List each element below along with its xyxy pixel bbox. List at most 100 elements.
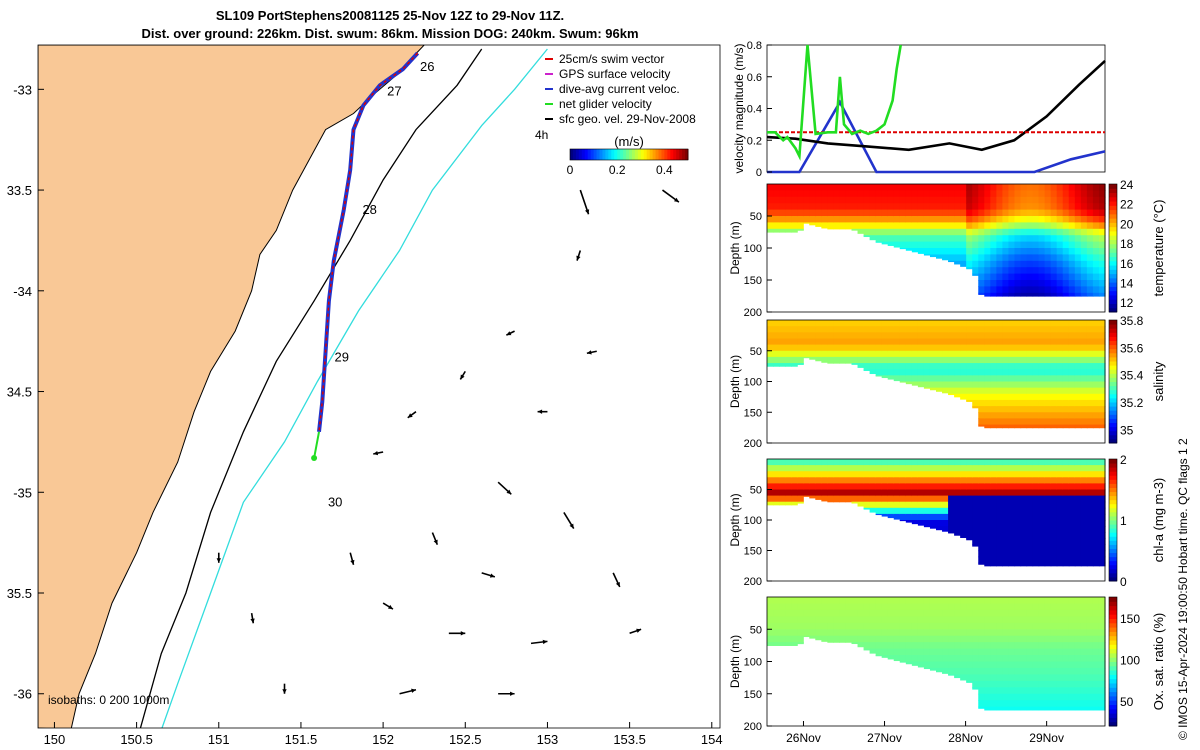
oxygen-cell (815, 635, 822, 641)
oxygen-cell (1026, 597, 1034, 605)
chla-y-tick-label: 100 (744, 515, 762, 527)
temperature-cell (990, 209, 997, 217)
temperature-cell (851, 209, 859, 217)
chla-cell (923, 495, 931, 503)
chla-cell (905, 501, 913, 509)
temperature-cell (779, 216, 786, 223)
salinity-cell (936, 320, 943, 327)
temperature-cell (1086, 292, 1094, 297)
oxygen-cell (1044, 667, 1052, 675)
salinity-cell (809, 332, 816, 340)
salinity-cell (984, 344, 991, 352)
oxygen-cell (966, 674, 973, 682)
salinity-cell (839, 326, 847, 333)
oxygen-cell (1080, 674, 1088, 682)
chla-cell (899, 513, 907, 521)
temperature-cell (797, 184, 804, 191)
oxygen-cell (923, 603, 931, 611)
oxygen-cell (911, 597, 919, 605)
salinity-cell (869, 350, 877, 358)
salinity-cell (791, 350, 798, 358)
oxygen-cell (1002, 687, 1010, 695)
chla-cell (917, 489, 925, 497)
chla-cell (1014, 471, 1022, 478)
chla-cell (948, 495, 955, 503)
salinity-cell (1026, 338, 1034, 346)
chla-cell (966, 532, 973, 539)
chla-cell (984, 544, 991, 552)
chla-cell (1098, 550, 1106, 558)
chla-cell (1050, 520, 1058, 527)
temperature-cell (1080, 203, 1088, 211)
chla-cell (960, 483, 967, 491)
temperature-cell (1026, 248, 1034, 255)
temperature-cell (1032, 241, 1040, 249)
salinity-cell (911, 363, 919, 370)
chla-cell (785, 459, 792, 466)
oxygen-cell (911, 616, 919, 624)
oxygen-cell (1092, 655, 1100, 663)
temperature-cell (791, 216, 798, 223)
temperature-cell (779, 196, 786, 204)
temperature-cell (990, 286, 997, 294)
temperature-cell (1038, 184, 1046, 191)
chla-cell (1098, 532, 1106, 539)
oxygen-cell (1044, 700, 1052, 708)
oxygen-cell (1080, 622, 1088, 630)
oxygen-cell (1038, 603, 1046, 611)
salinity-cell (978, 381, 985, 389)
current-vector-head (407, 413, 413, 418)
oxygen-cell (767, 629, 774, 637)
oxygen-cell (1062, 661, 1070, 669)
temperature-cell (905, 248, 913, 251)
salinity-cell (929, 344, 937, 352)
oxygen-cell (984, 603, 991, 611)
salinity-cell (1002, 381, 1010, 389)
oxygen-cell (1026, 674, 1034, 682)
temperature-cell (1020, 209, 1028, 217)
oxygen-cell (1098, 687, 1106, 695)
oxygen-cell (881, 648, 889, 656)
oxygen-cell (1020, 687, 1028, 695)
oxygen-cell (948, 616, 955, 624)
chla-cell (1026, 550, 1034, 558)
chla-cell (1002, 471, 1010, 478)
oxygen-cell (1098, 706, 1106, 711)
chla-cell (1044, 495, 1052, 503)
temperature-cell (791, 209, 798, 217)
chla-cell (881, 507, 889, 515)
temperature-cell (911, 196, 919, 204)
chla-cell (1086, 477, 1094, 484)
temperature-cell (1026, 254, 1034, 262)
chla-cell (960, 501, 967, 509)
temperature-cell (827, 222, 834, 230)
chla-colorbar-cell (1109, 524, 1117, 529)
temperature-cell (960, 203, 967, 211)
salinity-cell (1080, 418, 1088, 426)
oxygen-cell (954, 616, 961, 624)
salinity-cell (1008, 387, 1016, 395)
oxygen-cell (1008, 597, 1016, 605)
temperature-cell (869, 203, 877, 211)
salinity-cell (936, 356, 943, 364)
chla-cell (996, 483, 1003, 491)
salinity-cell (954, 375, 961, 383)
salinity-cell (1008, 418, 1016, 426)
chla-cell (1002, 556, 1010, 564)
salinity-cell (1020, 406, 1028, 413)
salinity-cell (936, 387, 943, 392)
oxygen-cell (1074, 597, 1082, 605)
salinity-cell (839, 356, 847, 364)
chla-cell (851, 501, 859, 504)
salinity-cell (1026, 369, 1034, 376)
temperature-cell (917, 203, 925, 211)
salinity-cell (948, 350, 955, 358)
salinity-cell (966, 387, 973, 395)
salinity-cell (1074, 363, 1082, 370)
chla-cell (990, 507, 997, 515)
speed-colorbar-cell (590, 149, 595, 160)
temperature-cell (1014, 248, 1022, 255)
chla-cell (1068, 477, 1076, 484)
chla-cell (1050, 459, 1058, 466)
temperature-cell (1062, 267, 1070, 275)
